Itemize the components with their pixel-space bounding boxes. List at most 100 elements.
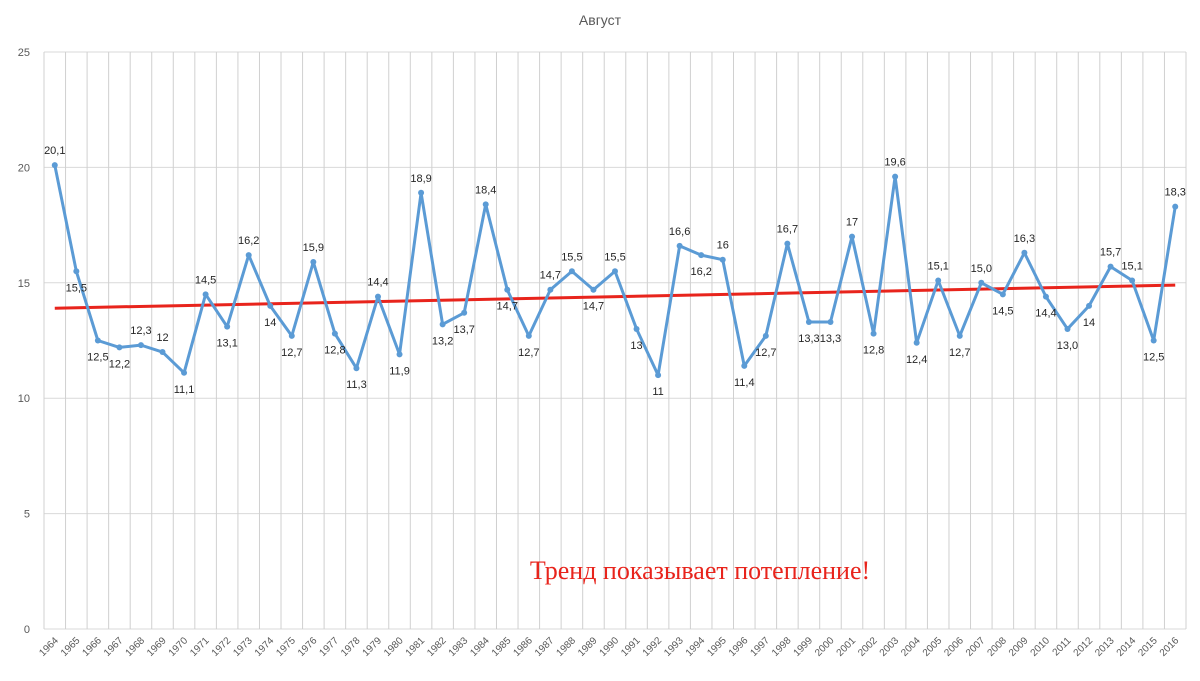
data-label: 16,2 bbox=[690, 266, 711, 278]
data-label: 13,7 bbox=[453, 324, 474, 336]
grid bbox=[43, 51, 1187, 630]
data-label: 14 bbox=[1083, 317, 1095, 329]
data-label: 18,9 bbox=[410, 173, 431, 185]
data-label: 16,2 bbox=[238, 235, 259, 247]
data-point bbox=[590, 286, 597, 293]
data-label: 13,0 bbox=[1057, 340, 1078, 352]
data-point bbox=[439, 321, 446, 328]
data-label: 12,4 bbox=[906, 354, 927, 366]
data-label: 20,1 bbox=[44, 145, 65, 157]
data-point bbox=[935, 277, 942, 284]
data-point bbox=[51, 162, 58, 169]
data-point bbox=[956, 332, 963, 339]
data-label: 16,6 bbox=[669, 226, 690, 238]
data-point bbox=[525, 332, 532, 339]
data-point bbox=[1107, 263, 1114, 270]
data-point bbox=[805, 319, 812, 326]
data-point bbox=[73, 268, 80, 275]
data-label: 15,5 bbox=[66, 282, 87, 294]
data-point bbox=[94, 337, 101, 344]
trend-annotation: Тренд показывает потепление! bbox=[530, 556, 870, 585]
data-point bbox=[1042, 293, 1049, 300]
data-label: 13,3 bbox=[820, 333, 841, 345]
data-point bbox=[849, 233, 856, 240]
data-point bbox=[159, 349, 166, 356]
data-point bbox=[1021, 249, 1028, 256]
data-label: 18,4 bbox=[475, 184, 496, 196]
data-label: 14,7 bbox=[497, 301, 518, 313]
data-label: 15,5 bbox=[604, 251, 625, 263]
data-point bbox=[1064, 325, 1071, 332]
data-label: 15,1 bbox=[927, 260, 948, 272]
data-label: 15,0 bbox=[971, 263, 992, 275]
data-point bbox=[267, 302, 274, 309]
data-label: 13,1 bbox=[216, 338, 237, 350]
data-point bbox=[762, 332, 769, 339]
data-point bbox=[612, 268, 618, 275]
data-point bbox=[676, 242, 683, 249]
data-label: 12,5 bbox=[1143, 352, 1164, 364]
data-point bbox=[999, 291, 1006, 298]
data-label: 15,1 bbox=[1121, 260, 1142, 272]
y-tick-label: 0 bbox=[24, 624, 30, 636]
data-label: 15,5 bbox=[561, 251, 582, 263]
data-point bbox=[827, 319, 834, 326]
data-label: 12 bbox=[156, 332, 168, 344]
data-label: 14 bbox=[264, 317, 276, 329]
data-labels: 20,1 15,5 12,5 12,2 12,3 12 11,1 14,5 13,1 16,2 14… bbox=[44, 145, 1186, 398]
data-label: 13,2 bbox=[432, 335, 453, 347]
data-label: 12,7 bbox=[755, 347, 776, 359]
data-label: 11 bbox=[652, 386, 663, 398]
data-point bbox=[461, 309, 468, 316]
data-label: 12,7 bbox=[949, 347, 970, 359]
data-point bbox=[482, 201, 489, 208]
data-label: 14,7 bbox=[583, 301, 604, 313]
data-label: 14,7 bbox=[540, 270, 561, 282]
data-point bbox=[1129, 277, 1136, 284]
data-point bbox=[202, 291, 209, 298]
data-label: 12,8 bbox=[863, 345, 884, 357]
data-point bbox=[504, 286, 511, 293]
series bbox=[51, 162, 1179, 379]
data-label: 12,2 bbox=[109, 358, 130, 370]
data-label: 11,9 bbox=[389, 365, 410, 377]
data-point bbox=[396, 351, 403, 358]
data-label: 12,7 bbox=[281, 347, 302, 359]
data-point bbox=[698, 252, 705, 259]
data-point bbox=[655, 372, 662, 379]
y-tick-label: 10 bbox=[18, 393, 30, 405]
data-point bbox=[137, 342, 144, 349]
data-label: 13,3 bbox=[798, 333, 819, 345]
data-label: 14,5 bbox=[195, 274, 216, 286]
data-point bbox=[741, 362, 748, 369]
data-label: 16 bbox=[717, 240, 729, 252]
data-label: 19,6 bbox=[884, 157, 905, 169]
y-tick-label: 15 bbox=[18, 278, 30, 290]
data-point bbox=[1172, 203, 1179, 210]
trendline bbox=[54, 283, 1176, 310]
data-label: 11,4 bbox=[734, 377, 755, 389]
data-point bbox=[1086, 302, 1093, 309]
chart-title: Август bbox=[579, 12, 622, 28]
data-point bbox=[568, 268, 575, 275]
data-point bbox=[892, 173, 899, 180]
data-point bbox=[181, 369, 188, 376]
data-label: 16,3 bbox=[1014, 233, 1035, 245]
y-tick-label: 5 bbox=[24, 509, 30, 521]
data-label: 17 bbox=[846, 217, 858, 229]
data-label: 14,4 bbox=[1035, 308, 1056, 320]
data-label: 12,3 bbox=[130, 325, 151, 337]
data-point bbox=[913, 339, 920, 346]
data-label: 14,4 bbox=[367, 277, 388, 289]
data-label: 11,3 bbox=[346, 379, 367, 391]
data-point bbox=[784, 240, 791, 247]
data-point bbox=[719, 256, 726, 263]
data-label: 15,7 bbox=[1100, 247, 1121, 259]
data-label: 11,1 bbox=[174, 384, 195, 396]
data-point bbox=[116, 344, 123, 351]
y-tick-label: 20 bbox=[18, 162, 30, 174]
data-point bbox=[547, 286, 554, 293]
